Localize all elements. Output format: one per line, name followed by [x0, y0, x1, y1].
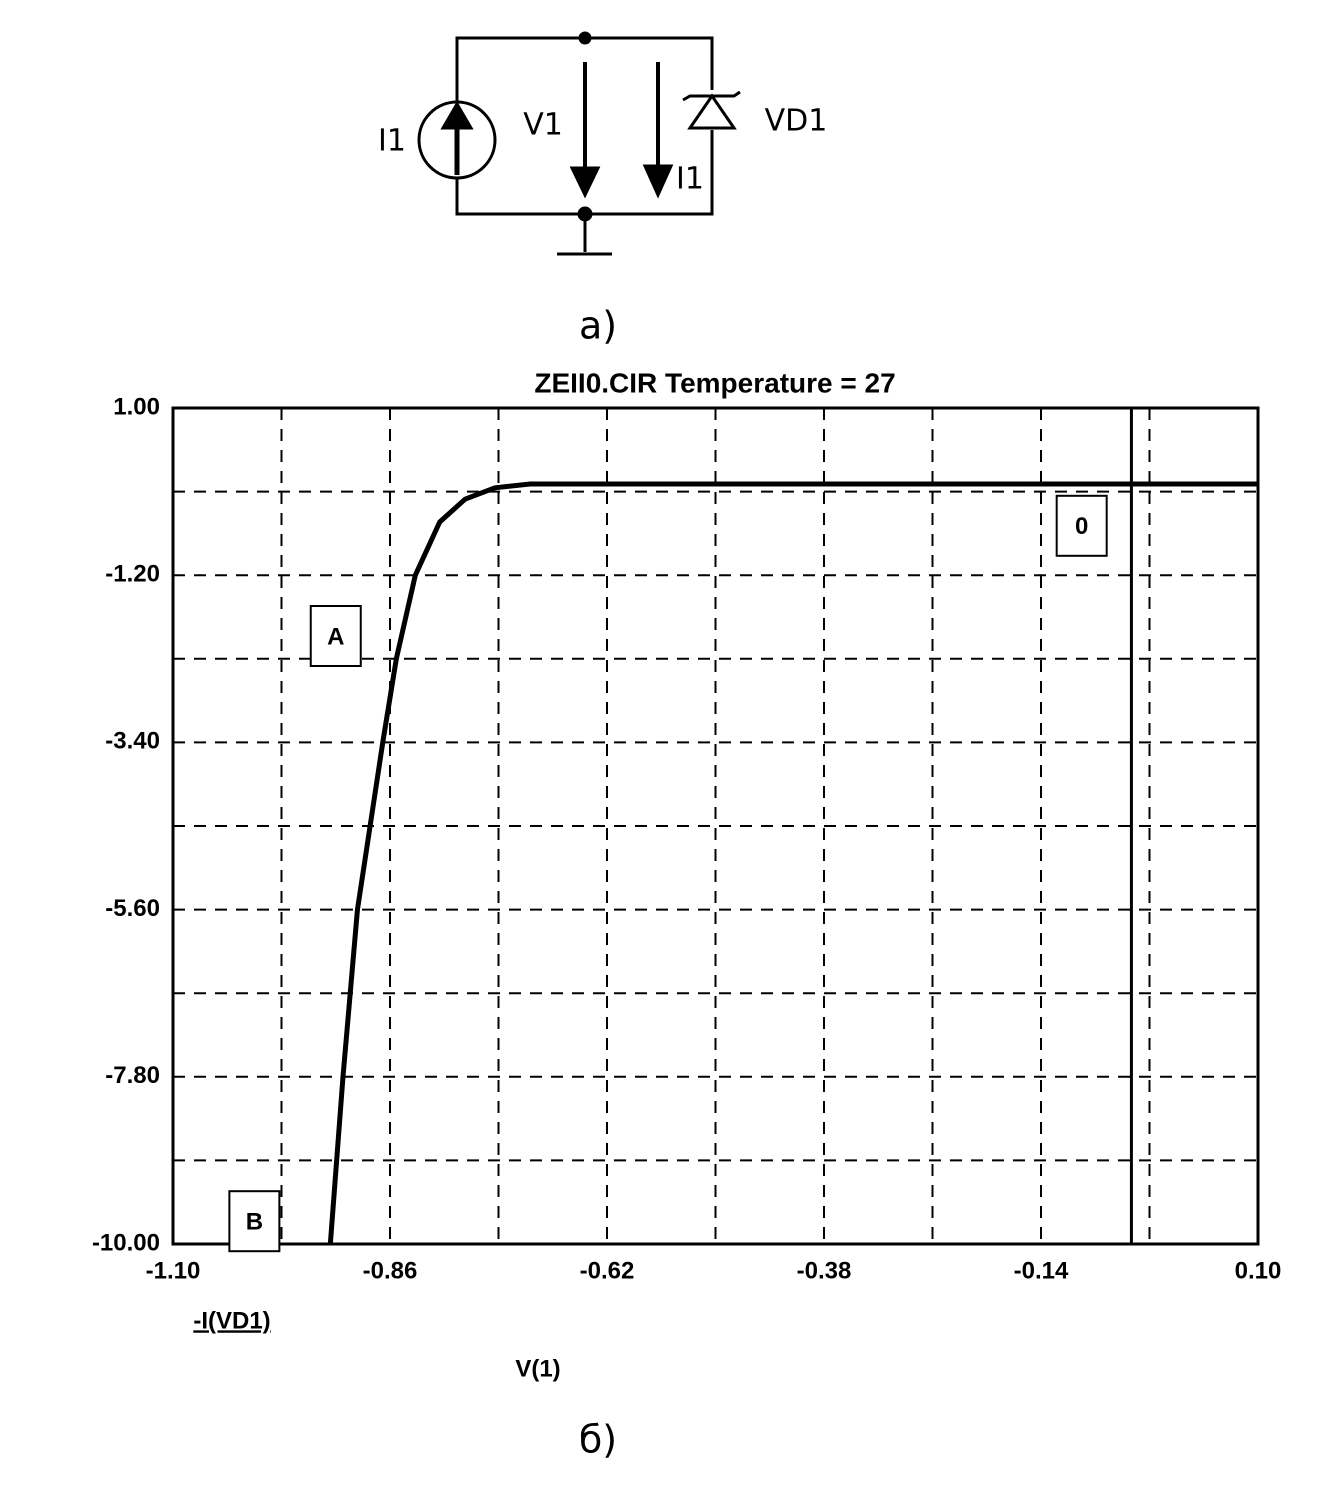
x-tick-label: -0.38 [797, 1257, 852, 1284]
circuit [417, 31, 741, 256]
x-tick-label: -0.62 [580, 1257, 635, 1284]
x-tick-label: -1.10 [146, 1257, 201, 1284]
zener-bar [682, 90, 741, 102]
current-label: I1 [676, 162, 704, 197]
chart-title: ZEII0.CIR Temperature = 27 [534, 367, 895, 398]
annotation-label: B [246, 1209, 263, 1236]
voltage-label: V1 [523, 108, 563, 143]
zener-diode [687, 93, 737, 130]
source-label: I1 [378, 124, 406, 159]
annotation-box [1055, 494, 1108, 557]
y-tick-label: 1.00 [113, 393, 160, 420]
y-tick-label: -5.60 [105, 895, 160, 922]
plot: -1.10 -0.86 -0.62 -0.38 -0.14 0.10 1.00 -1.20 -3… [92, 393, 1281, 1284]
diode-label: VD1 [765, 104, 828, 139]
caption-b: б) [579, 1418, 617, 1462]
x-tick-label: 0.10 [1235, 1257, 1282, 1284]
annotation-box [228, 1190, 281, 1253]
x-tick-label: -0.14 [1014, 1257, 1069, 1284]
x-tick-label: -0.86 [363, 1257, 418, 1284]
annotation-label: A [327, 623, 344, 650]
y-axis-label: -I(VD1) [193, 1307, 270, 1334]
annotation-box [309, 605, 362, 667]
current-arrow-head [642, 164, 674, 199]
annotation-label: 0 [1075, 513, 1088, 540]
caption-a: а) [579, 304, 617, 348]
x-axis-label: V(1) [515, 1355, 560, 1382]
y-tick-label: -10.00 [92, 1229, 160, 1256]
data-line [327, 481, 1258, 1245]
y-tick-label: -3.40 [105, 728, 160, 755]
y-tick-label: -7.80 [105, 1062, 160, 1089]
source-arrow-head [440, 101, 474, 130]
plot-frame [171, 406, 1260, 1246]
y-tick-label: -1.20 [105, 561, 160, 588]
node [578, 31, 592, 45]
voltage-arrow-head [569, 166, 601, 199]
